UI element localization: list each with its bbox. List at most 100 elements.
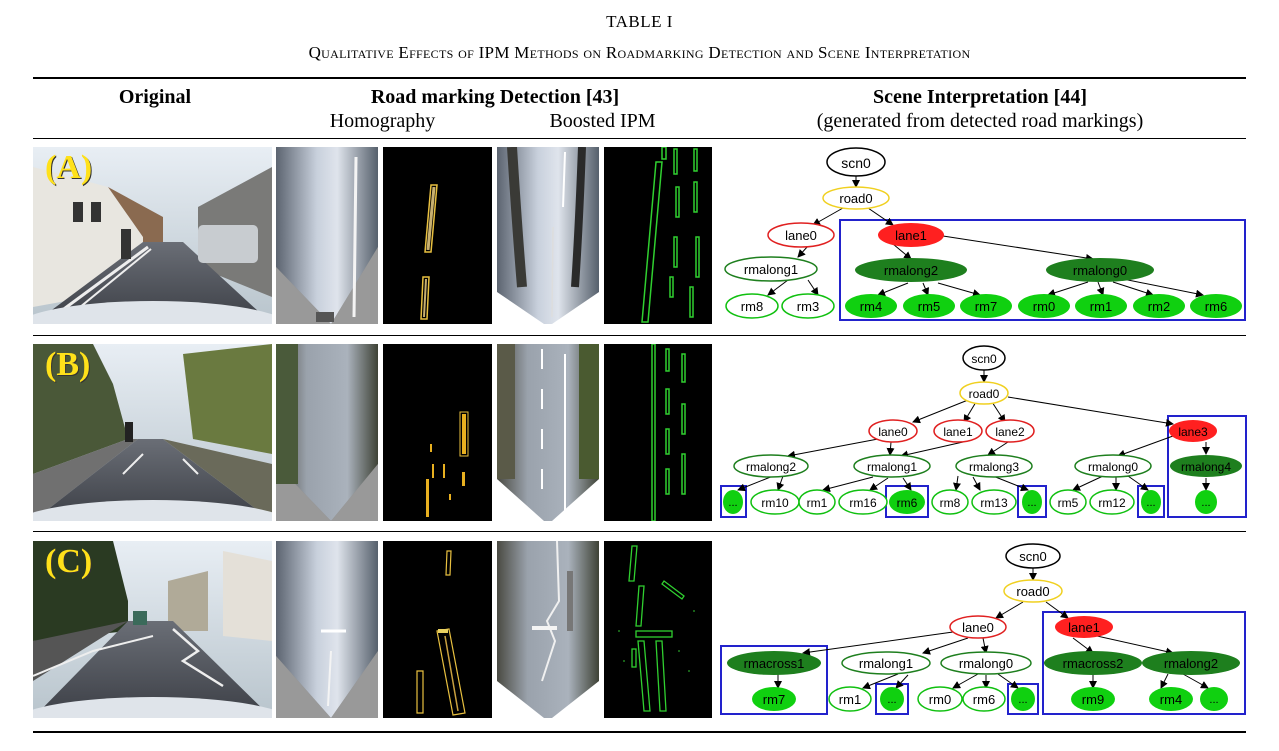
- header-scene: Scene Interpretation [44]: [872, 86, 1088, 108]
- svg-text:lane0: lane0: [785, 228, 817, 243]
- svg-text:rm1: rm1: [807, 496, 828, 510]
- header-original: Original: [118, 86, 192, 108]
- svg-text:rm16: rm16: [849, 496, 877, 510]
- row-c-lane1-highlight-box: [1042, 611, 1246, 715]
- row-c-node-rmacross2: [1044, 651, 1142, 675]
- row-rule-1: [33, 335, 1246, 336]
- row-rule-2: [33, 531, 1246, 532]
- row-b-node-rmalong2: [733, 454, 809, 478]
- row-c-boosted-ipm: [497, 541, 599, 718]
- row-b-node-lane2: [985, 419, 1035, 443]
- svg-text:rm6: rm6: [897, 496, 918, 510]
- row-b-node-dots-4: [1195, 490, 1217, 514]
- row-a-node-rm8: [725, 293, 779, 319]
- row-c-node-lane0: [949, 615, 1007, 639]
- svg-text:rmalong2: rmalong2: [1164, 656, 1218, 671]
- svg-text:rm6: rm6: [1205, 299, 1227, 314]
- svg-text:rmalong2: rmalong2: [884, 263, 938, 278]
- top-rule: [33, 77, 1246, 79]
- row-c-node-rm7: [752, 687, 796, 711]
- svg-text:lane3: lane3: [1178, 425, 1208, 439]
- row-a-node-rm5: [903, 294, 955, 318]
- row-c-label: (C): [45, 543, 93, 580]
- row-c-scene-graph: scn0 road0 lane0 lane1 rmacross1 rmalong…: [718, 540, 1248, 725]
- row-c-boosted-detection: [604, 541, 712, 718]
- row-b-node-rmalong0: [1074, 454, 1152, 478]
- svg-text:rm10: rm10: [761, 496, 789, 510]
- row-c-node-rm9: [1071, 687, 1115, 711]
- svg-text:scn0: scn0: [1019, 549, 1046, 564]
- row-b-node-lane3: [1169, 420, 1217, 442]
- svg-text:scn0: scn0: [841, 155, 871, 171]
- svg-text:rm4: rm4: [1160, 692, 1182, 707]
- table-title: Qualitative Effects of IPM Methods on Ro…: [308, 43, 971, 62]
- row-a-node-scn0: [826, 147, 886, 177]
- svg-text:rmalong0: rmalong0: [1073, 263, 1127, 278]
- svg-text:rm7: rm7: [975, 299, 997, 314]
- row-c-node-rm0: [917, 686, 963, 712]
- svg-text:rmalong1: rmalong1: [867, 460, 917, 474]
- svg-text:rm0: rm0: [929, 692, 951, 707]
- svg-text:road0: road0: [839, 191, 872, 206]
- row-b-label: (B): [45, 346, 91, 383]
- row-a-node-rm0: [1018, 294, 1070, 318]
- svg-text:rm1: rm1: [839, 692, 861, 707]
- row-b-node-road0: [959, 381, 1009, 405]
- row-b-boosted-detection: [604, 344, 712, 521]
- row-a-label: (A): [45, 149, 93, 186]
- row-b-node-rmalong3: [955, 454, 1033, 478]
- row-a-boosted-detection: [604, 147, 712, 324]
- svg-text:rm6: rm6: [973, 692, 995, 707]
- row-c-node-rm6: [962, 686, 1006, 712]
- row-a-lane1-highlight-box: [839, 219, 1246, 321]
- row-c-original-photo: (C): [33, 541, 272, 718]
- row-c-box-dots-2: [1007, 683, 1039, 715]
- row-c-node-rm4: [1149, 687, 1193, 711]
- row-b-node-rm12: [1089, 489, 1135, 515]
- row-c-node-lane1: [1055, 616, 1113, 638]
- row-a-original-photo: (A): [33, 147, 272, 324]
- row-b-node-rm13: [971, 489, 1017, 515]
- row-b-node-dots-1: [723, 490, 743, 514]
- row-c-node-scn0: [1005, 543, 1061, 569]
- row-a-node-rm4: [845, 294, 897, 318]
- svg-text:rmacross1: rmacross1: [744, 656, 805, 671]
- header-scene-sub: (generated from detected road markings): [816, 110, 1144, 132]
- row-c-node-rmacross1: [727, 651, 821, 675]
- row-a-scene-graph: scn0 road0 lane0 lane1 rmalong1 rmalong2…: [718, 145, 1248, 330]
- row-b-homography-ipm: [276, 344, 378, 521]
- svg-text:rm5: rm5: [1058, 496, 1079, 510]
- svg-text:road0: road0: [1016, 584, 1049, 599]
- svg-text:...: ...: [1018, 694, 1027, 706]
- svg-text:rm7: rm7: [763, 692, 785, 707]
- row-a-node-lane0: [767, 222, 835, 248]
- row-b-node-rm8: [931, 489, 969, 515]
- svg-text:lane0: lane0: [962, 620, 994, 635]
- svg-text:...: ...: [1209, 694, 1218, 706]
- row-b-node-rm16: [838, 489, 888, 515]
- row-b-boosted-ipm: [497, 344, 599, 521]
- row-b-scene-graph: scn0 road0 lane0 lane1 lane2 lane3 rmalo…: [718, 342, 1248, 527]
- row-b-original-photo: (B): [33, 344, 272, 521]
- row-a-node-rm1: [1075, 294, 1127, 318]
- svg-text:scn0: scn0: [971, 352, 997, 366]
- svg-text:rm12: rm12: [1098, 496, 1126, 510]
- svg-text:rmalong0: rmalong0: [959, 656, 1013, 671]
- svg-text:lane1: lane1: [895, 228, 927, 243]
- row-a-node-rm3: [781, 293, 835, 319]
- row-a-homography-ipm: [276, 147, 378, 324]
- svg-text:rmalong1: rmalong1: [859, 656, 913, 671]
- svg-text:lane1: lane1: [1068, 620, 1100, 635]
- svg-text:rm1: rm1: [1090, 299, 1112, 314]
- svg-text:rm4: rm4: [860, 299, 882, 314]
- header-boosted: Boosted IPM: [549, 110, 656, 132]
- svg-text:lane0: lane0: [878, 425, 908, 439]
- row-c-homography-detection: [383, 541, 492, 718]
- row-a-node-rm2: [1133, 294, 1185, 318]
- row-c-rmacross1-highlight-box: [720, 645, 828, 715]
- header-rule: [33, 138, 1246, 139]
- row-b-box-dots-1: [720, 485, 747, 518]
- svg-text:rmacross2: rmacross2: [1063, 656, 1124, 671]
- row-b-node-dots-2: [1022, 490, 1042, 514]
- row-b-node-lane0: [868, 419, 918, 443]
